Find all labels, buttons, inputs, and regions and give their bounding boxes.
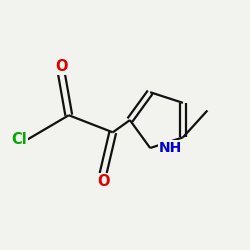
- Text: NH: NH: [159, 141, 182, 155]
- Text: O: O: [97, 174, 109, 189]
- Text: Cl: Cl: [12, 132, 27, 147]
- Text: O: O: [55, 59, 68, 74]
